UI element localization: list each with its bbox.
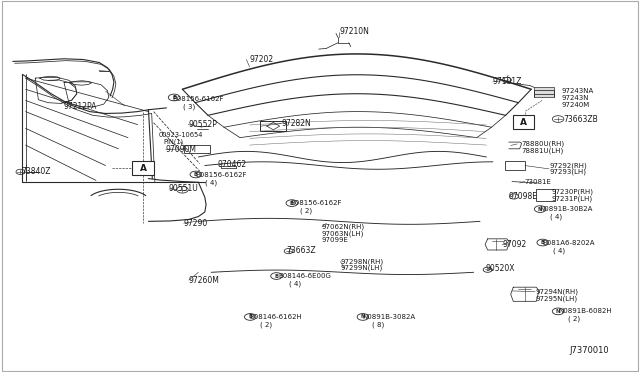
Text: 90520X: 90520X <box>485 264 515 273</box>
Text: B081A6-8202A: B081A6-8202A <box>543 240 595 246</box>
Text: 97260M: 97260M <box>189 276 220 285</box>
Text: ( 4): ( 4) <box>205 180 218 186</box>
Text: 97202: 97202 <box>250 55 274 64</box>
Text: B: B <box>275 273 278 279</box>
Text: 97290: 97290 <box>184 219 208 228</box>
Text: B: B <box>248 314 252 320</box>
FancyBboxPatch shape <box>534 94 554 97</box>
Text: B: B <box>172 95 176 100</box>
Text: 97212PA: 97212PA <box>64 102 97 110</box>
FancyBboxPatch shape <box>132 161 154 175</box>
Text: N: N <box>556 309 561 314</box>
Text: B: B <box>541 240 545 245</box>
FancyBboxPatch shape <box>536 189 555 201</box>
Text: 97090M: 97090M <box>166 145 196 154</box>
Text: 73663Z: 73663Z <box>287 246 316 255</box>
Text: ( 3): ( 3) <box>183 103 195 110</box>
Text: 97293(LH): 97293(LH) <box>549 169 586 176</box>
Text: 97299N(LH): 97299N(LH) <box>340 265 383 272</box>
Text: 97098E: 97098E <box>508 192 537 201</box>
Text: 97295N(LH): 97295N(LH) <box>535 295 577 302</box>
Text: 97282N: 97282N <box>282 119 311 128</box>
Text: 97243N: 97243N <box>562 95 589 101</box>
Text: 00923-10654: 00923-10654 <box>159 132 204 138</box>
Text: N0891B-30B2A: N0891B-30B2A <box>540 206 593 212</box>
Text: ( 4): ( 4) <box>550 213 562 220</box>
Text: B08156-6162F: B08156-6162F <box>173 96 224 102</box>
Text: 97099E: 97099E <box>322 237 349 243</box>
Text: B: B <box>194 172 198 177</box>
Text: 90552P: 90552P <box>188 120 217 129</box>
Text: A: A <box>520 118 527 126</box>
Text: 78880U(RH): 78880U(RH) <box>521 141 564 147</box>
Text: 97063N(LH): 97063N(LH) <box>322 230 364 237</box>
Text: 97062N(RH): 97062N(RH) <box>322 224 365 230</box>
Text: 970462: 970462 <box>218 160 247 169</box>
Text: N: N <box>360 314 365 320</box>
Text: PIN(1): PIN(1) <box>164 139 184 145</box>
Text: B08146-6E00G: B08146-6E00G <box>278 273 332 279</box>
Text: 97231P(LH): 97231P(LH) <box>552 195 593 202</box>
Text: 97092: 97092 <box>502 240 527 249</box>
Text: ( 4): ( 4) <box>289 281 301 288</box>
Text: ( 2): ( 2) <box>300 208 312 214</box>
Text: 97191Z: 97191Z <box>493 77 522 86</box>
Text: 97292(RH): 97292(RH) <box>549 162 587 169</box>
FancyBboxPatch shape <box>260 121 286 131</box>
Text: ( 2): ( 2) <box>568 315 580 322</box>
Text: 73081E: 73081E <box>525 179 552 185</box>
FancyBboxPatch shape <box>534 90 554 94</box>
Text: ( 4): ( 4) <box>553 247 565 254</box>
Text: ( 8): ( 8) <box>372 322 385 328</box>
Text: B08156-6162F: B08156-6162F <box>290 200 341 206</box>
Text: N0891B-6082H: N0891B-6082H <box>558 308 612 314</box>
Text: N: N <box>538 206 543 212</box>
Text: 97298N(RH): 97298N(RH) <box>340 258 383 265</box>
Text: 73840Z: 73840Z <box>22 167 51 176</box>
Text: B08146-6162H: B08146-6162H <box>250 314 302 320</box>
Text: 73663ZB: 73663ZB <box>563 115 598 124</box>
Text: N0891B-3082A: N0891B-3082A <box>362 314 415 320</box>
Text: A: A <box>140 164 147 173</box>
FancyBboxPatch shape <box>534 87 554 90</box>
Text: J7370010: J7370010 <box>570 346 609 355</box>
Text: B08156-6162F: B08156-6162F <box>195 172 246 178</box>
Text: 97240M: 97240M <box>562 102 590 108</box>
Text: 97210N: 97210N <box>339 27 369 36</box>
Text: B: B <box>290 201 294 206</box>
FancyBboxPatch shape <box>513 115 534 129</box>
Text: 97294N(RH): 97294N(RH) <box>535 288 578 295</box>
Text: ( 2): ( 2) <box>260 322 272 328</box>
Text: 97230P(RH): 97230P(RH) <box>552 189 594 195</box>
Text: 90551U: 90551U <box>169 185 198 193</box>
FancyBboxPatch shape <box>505 161 525 170</box>
Text: 97243NA: 97243NA <box>562 88 594 94</box>
FancyBboxPatch shape <box>184 145 210 153</box>
Text: 78881U(LH): 78881U(LH) <box>521 147 563 154</box>
